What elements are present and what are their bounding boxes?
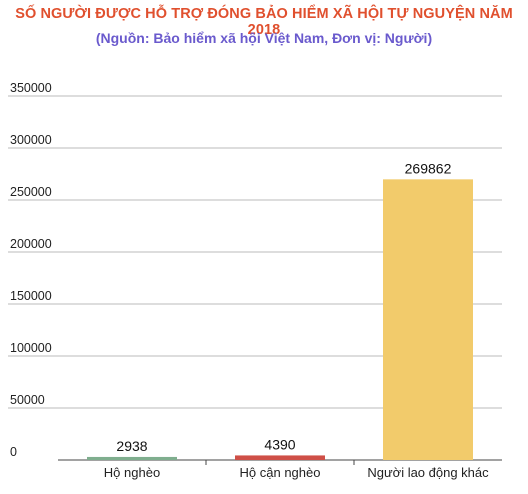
labels: 0 50000 100000 150000 200000 250000 300000 3500…	[10, 81, 489, 480]
y-tick-label: 300000	[10, 133, 52, 147]
bar-value-label: 4390	[264, 436, 295, 452]
bar	[383, 179, 473, 461]
y-tick-label: 150000	[10, 289, 52, 303]
bar	[235, 455, 325, 460]
y-tick-label: 350000	[10, 81, 52, 95]
y-tick-label: 50000	[10, 393, 45, 407]
category-label: Người lao động khác	[367, 465, 489, 480]
chart-subtitle: (Nguồn: Bảo hiểm xã hội Việt Nam, Đơn vị…	[95, 30, 433, 46]
chart-title: SỐ NGƯỜI ĐƯỢC HỖ TRỢ ĐÓNG BẢO HIỂM XÃ HỘ…	[15, 6, 513, 38]
y-tick-label: 0	[10, 445, 17, 459]
bar-value-label: 269862	[405, 160, 452, 176]
bar	[87, 456, 177, 460]
y-tick-label: 250000	[10, 185, 52, 199]
bars	[87, 179, 473, 461]
bar-value-label: 2938	[116, 438, 147, 454]
category-label: Hộ cận nghèo	[240, 465, 321, 480]
y-tick-label: 100000	[10, 341, 52, 355]
category-label: Hộ nghèo	[104, 465, 160, 480]
y-tick-label: 200000	[10, 237, 52, 251]
